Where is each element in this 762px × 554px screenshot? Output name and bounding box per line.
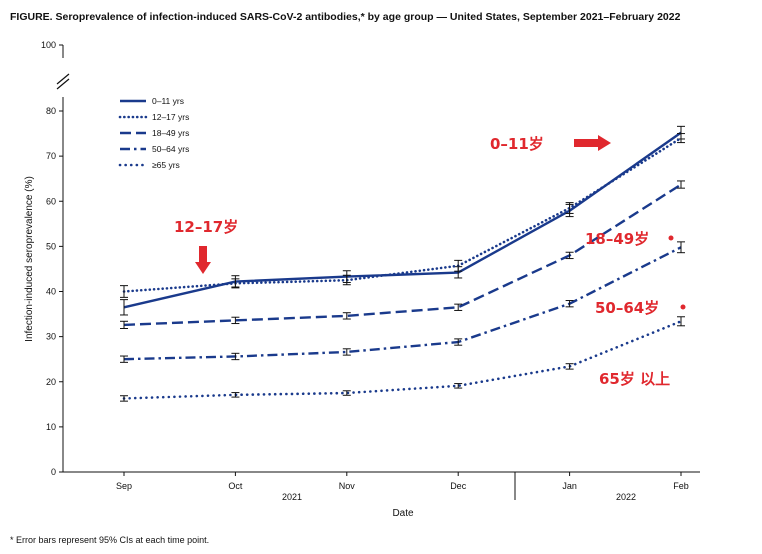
series-line-4: [123, 246, 682, 361]
series-line-2: [122, 136, 683, 293]
y-axis-title: Infection-induced seroprevalence (%): [24, 176, 35, 342]
legend-label-5: ≥65 yrs: [152, 160, 180, 170]
red-dot: [680, 304, 686, 310]
y-tick-label: 80: [46, 106, 56, 116]
x-tick-label: Feb: [673, 481, 689, 491]
red-arrow-right: [574, 135, 611, 151]
figure-title: FIGURE. Seroprevalence of infection-indu…: [10, 11, 681, 23]
legend-label-4: 50–64 yrs: [152, 144, 189, 154]
red-arrow-down: [195, 246, 211, 274]
footnote: * Error bars represent 95% CIs at each t…: [10, 535, 210, 545]
y-tick-label: 30: [46, 332, 56, 342]
annotations: 0–11岁 12–17岁 18–49岁 50–64岁 65岁 以上: [174, 135, 686, 388]
x-tick-label: Jan: [562, 481, 577, 491]
y-tick-label: 0: [51, 467, 56, 477]
annotation-label-1: 0–11岁: [490, 135, 544, 153]
legend: 0–11 yrs 12–17 yrs 18–49 yrs 50–64 yrs ≥65 y…: [118, 96, 189, 170]
axes: 0 10 20 30 40 50 60 70 80 100 Sep Oct Nov Dec Jan Feb 20…: [24, 40, 700, 519]
y-tick-label: 60: [46, 196, 56, 206]
legend-label-3: 18–49 yrs: [152, 128, 189, 138]
year-label-2022: 2022: [616, 492, 636, 502]
annotation-label-3: 18–49岁: [585, 230, 649, 248]
x-axis-title: Date: [392, 508, 414, 519]
legend-label-1: 0–11 yrs: [152, 96, 184, 106]
annotation-label-5: 65岁 以上: [599, 370, 670, 388]
legend-label-2: 12–17 yrs: [152, 112, 189, 122]
series-lines: [120, 125, 685, 402]
x-tick-label: Dec: [450, 481, 467, 491]
x-tick-label: Sep: [116, 481, 132, 491]
y-tick-label: 50: [46, 241, 56, 251]
y-tick-label: 10: [46, 422, 56, 432]
x-tick-label: Nov: [339, 481, 356, 491]
axis-break-mark: [56, 73, 70, 85]
annotation-label-2: 12–17岁: [174, 218, 238, 236]
y-tick-label: 100: [41, 40, 56, 50]
year-label-2021: 2021: [282, 492, 302, 502]
series-line-5: [122, 319, 683, 400]
x-tick-label: Oct: [228, 481, 243, 491]
series-line-3: [123, 183, 682, 327]
y-tick-label: 70: [46, 151, 56, 161]
axis-break-mark: [56, 78, 70, 90]
y-tick-label: 40: [46, 287, 56, 297]
red-dot: [668, 235, 674, 241]
annotation-label-4: 50–64岁: [595, 299, 659, 317]
y-tick-label: 20: [46, 377, 56, 387]
